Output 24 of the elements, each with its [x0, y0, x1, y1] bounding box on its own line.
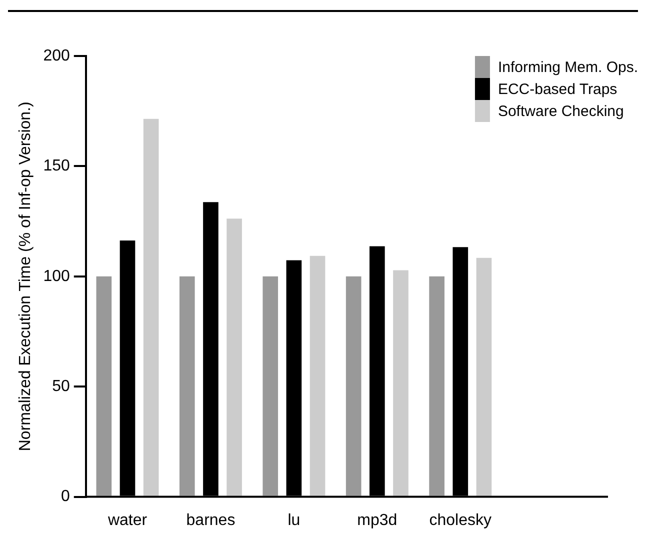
bar [143, 118, 159, 496]
bar [179, 276, 195, 496]
bar [393, 270, 408, 496]
x-tick-label: cholesky [429, 512, 492, 529]
y-tick-label: 0 [60, 488, 70, 506]
bar [226, 218, 242, 496]
bar [476, 258, 492, 496]
bar [310, 256, 326, 496]
bar [96, 276, 112, 496]
x-tick-label: water [106, 512, 148, 529]
x-tick-label: mp3d [357, 512, 398, 529]
x-tick-label: lu [288, 512, 300, 529]
y-tick-label: 200 [43, 47, 70, 64]
legend-label: Software Checking [498, 103, 624, 120]
y-tick-label: 100 [43, 268, 70, 285]
legend-label: ECC-based Traps [498, 81, 618, 98]
bar [262, 276, 278, 496]
bar [346, 276, 362, 496]
bar [429, 276, 444, 496]
legend-label: Informing Mem. Ops. [498, 59, 638, 76]
y-axis-title: Normalized Execution Time (% of Inf-op Version.) [17, 102, 34, 452]
y-tick-label: 150 [43, 158, 70, 175]
y-tick-label: 50 [52, 378, 70, 396]
x-tick-label: barnes [186, 512, 236, 529]
